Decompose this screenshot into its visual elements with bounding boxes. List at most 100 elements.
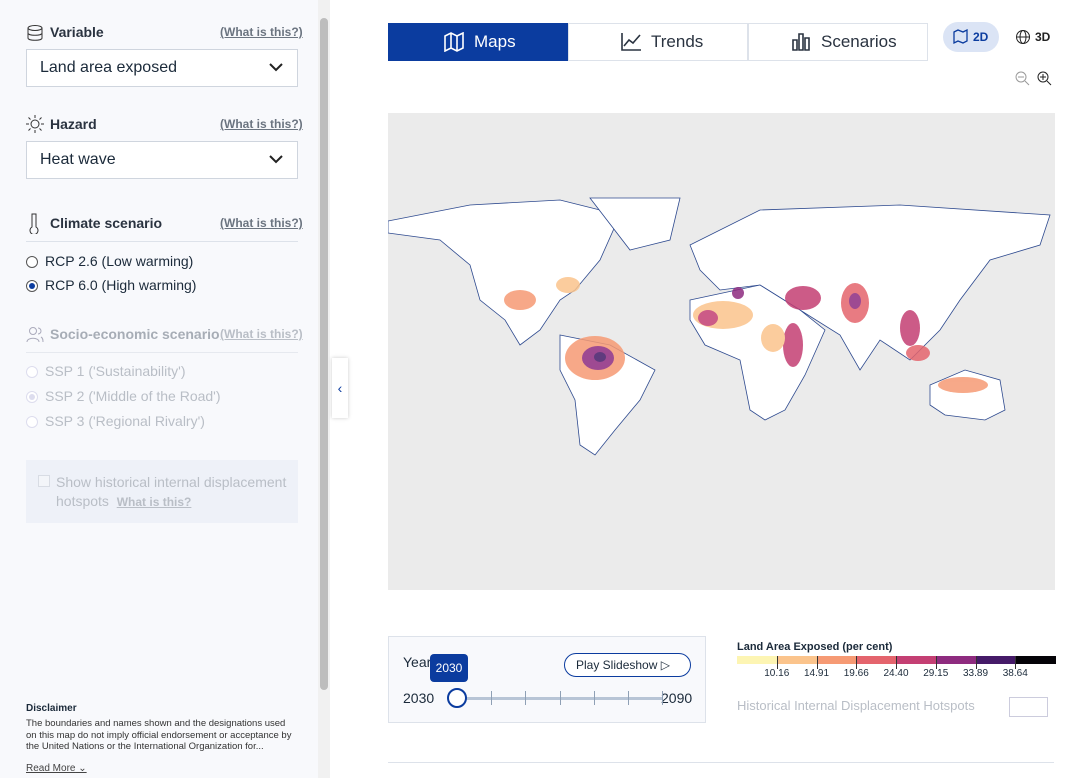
sidebar: Variable (What is this?) Land area expos… [0, 0, 318, 778]
legend-swatch [737, 656, 778, 664]
legend-swatch [896, 656, 937, 664]
radio-label[interactable]: RCP 6.0 (High warming) [45, 277, 197, 293]
slider-label: Year [403, 654, 432, 670]
slider-max: 2090 [661, 690, 693, 706]
help-link: (What is this?) [220, 327, 303, 341]
year-slider: Year 2030 2090 2030 Play Slideshow ▷ [388, 636, 706, 723]
slider-tick [491, 691, 493, 705]
radio-label: SSP 1 ('Sustainability') [45, 363, 186, 379]
legend-swatch [856, 656, 897, 664]
hotspot-label: Historical Internal Displacement Hotspot… [737, 698, 975, 713]
icon [26, 327, 44, 343]
icon [792, 33, 810, 51]
icon [27, 25, 43, 41]
icon [1016, 30, 1030, 44]
legend-swatch [816, 656, 857, 664]
scrollbar[interactable] [318, 0, 330, 778]
legend-tick [896, 656, 897, 669]
icon [621, 33, 641, 51]
legend-tick [1015, 656, 1017, 669]
tab[interactable]: Scenarios [748, 23, 928, 61]
tab-label: Maps [474, 32, 516, 51]
divider [26, 352, 298, 353]
help-link[interactable]: (What is this?) [220, 117, 303, 131]
legend-label: 24.40 [883, 668, 909, 679]
legend-swatch [935, 656, 976, 664]
radio [26, 366, 38, 378]
radio-dot [29, 394, 35, 400]
chevron [269, 155, 283, 164]
tab-label: Scenarios [821, 32, 897, 51]
dropdown-value: Land area exposed [40, 59, 177, 76]
legend-swatch [1015, 656, 1056, 664]
tab[interactable]: Trends [568, 23, 748, 61]
checkbox [38, 475, 50, 487]
help-link[interactable]: (What is this?) [220, 25, 303, 39]
help-link: What is this? [116, 495, 192, 509]
radio-label: SSP 2 ('Middle of the Road') [45, 388, 221, 404]
label: Hazard [50, 116, 97, 132]
disclaimer-text: The boundaries and names shown and the d… [26, 718, 292, 752]
collapse-button[interactable]: ‹ [332, 358, 348, 418]
slider-tick [559, 691, 561, 705]
text: Play Slideshow [576, 658, 658, 672]
label: Climate scenario [50, 215, 163, 231]
view-button[interactable]: 2D [943, 22, 999, 52]
legend-tick [975, 656, 977, 669]
legend-label: 33.89 [962, 668, 989, 679]
radio[interactable] [26, 280, 38, 292]
chevron [269, 63, 283, 72]
map[interactable] [388, 113, 1055, 590]
disclaimer-title: Disclaimer [26, 703, 77, 714]
legend-tick [935, 656, 937, 669]
tab-label: Trends [651, 32, 704, 51]
legend-label: 19.66 [843, 668, 869, 679]
legend-tick [816, 656, 818, 669]
legend-swatch [975, 656, 1016, 664]
slider-tick [662, 691, 663, 705]
icon [29, 213, 39, 234]
legend-swatch [776, 656, 817, 664]
label: Variable [50, 24, 104, 40]
icon [953, 29, 968, 45]
divider [388, 762, 1054, 763]
slider-tick [627, 691, 629, 705]
legend-label: 10.16 [764, 668, 790, 679]
divider [26, 241, 298, 242]
checkbox-label: Show historical internal displacement ho… [56, 473, 296, 512]
hotspot-swatch [1009, 697, 1048, 717]
radio-label: SSP 3 ('Regional Rivalry') [45, 413, 205, 429]
help-link[interactable]: (What is this?) [220, 216, 303, 230]
radio [26, 391, 38, 403]
radio-label[interactable]: RCP 2.6 (Low warming) [45, 253, 194, 269]
label: Socio-economic scenario [50, 326, 220, 342]
dropdown[interactable]: Land area exposed [26, 49, 298, 87]
slider-tick [593, 691, 595, 705]
zoom-controls[interactable] [1014, 70, 1058, 88]
radio [26, 416, 38, 428]
radio-dot [29, 283, 35, 289]
scroll-thumb[interactable] [320, 18, 328, 690]
legend-tick [776, 656, 778, 669]
icon [26, 115, 44, 133]
view-button[interactable]: 3D [1005, 22, 1050, 52]
legend-label: 29.15 [923, 668, 949, 679]
legend-label: 14.91 [803, 668, 830, 679]
play-button[interactable]: Play Slideshow ▷ [564, 653, 691, 677]
tab[interactable]: Maps [388, 23, 568, 61]
dropdown[interactable]: Heat wave [26, 141, 298, 179]
slider-thumb[interactable] [447, 688, 467, 708]
slider-min: 2030 [403, 690, 435, 706]
slider-tooltip: 2030 [430, 654, 468, 682]
icon [444, 32, 464, 52]
text: Read More [26, 763, 76, 774]
legend-tick [856, 656, 858, 669]
radio[interactable] [26, 256, 38, 268]
read-more[interactable]: Read More ⌄ [26, 763, 87, 774]
legend-title: Land Area Exposed (per cent) [737, 641, 893, 653]
legend-label: 38.64 [1002, 668, 1028, 679]
slider-tick [525, 691, 527, 705]
dropdown-value: Heat wave [40, 151, 116, 168]
hotspot-box: Show historical internal displacement ho… [26, 460, 298, 523]
